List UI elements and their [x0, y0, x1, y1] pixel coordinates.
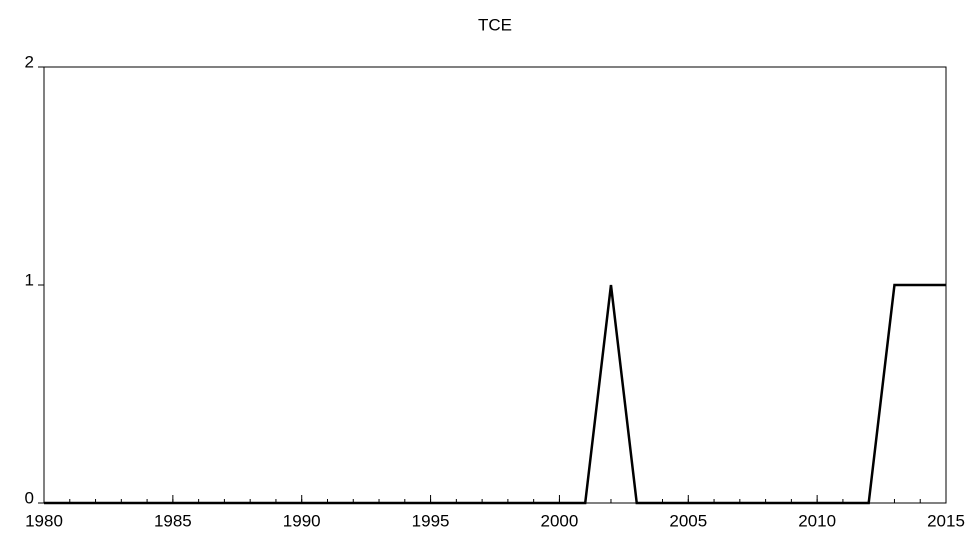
x-tick-label: 1995 [412, 511, 450, 530]
plot-frame [43, 66, 947, 504]
x-tick-label: 1990 [283, 511, 321, 530]
x-tick-label: 2005 [669, 511, 707, 530]
x-tick-label: 2000 [541, 511, 579, 530]
x-tick-label: 2015 [927, 511, 965, 530]
y-tick-label: 1 [25, 270, 34, 289]
data-line [44, 283, 946, 505]
chart-title: TCE [478, 15, 512, 34]
y-tick-label: 0 [25, 488, 34, 507]
y-tick-label: 2 [25, 52, 34, 71]
x-tick-label: 1980 [25, 511, 63, 530]
x-tick-label: 2010 [798, 511, 836, 530]
x-tick-label: 1985 [154, 511, 192, 530]
